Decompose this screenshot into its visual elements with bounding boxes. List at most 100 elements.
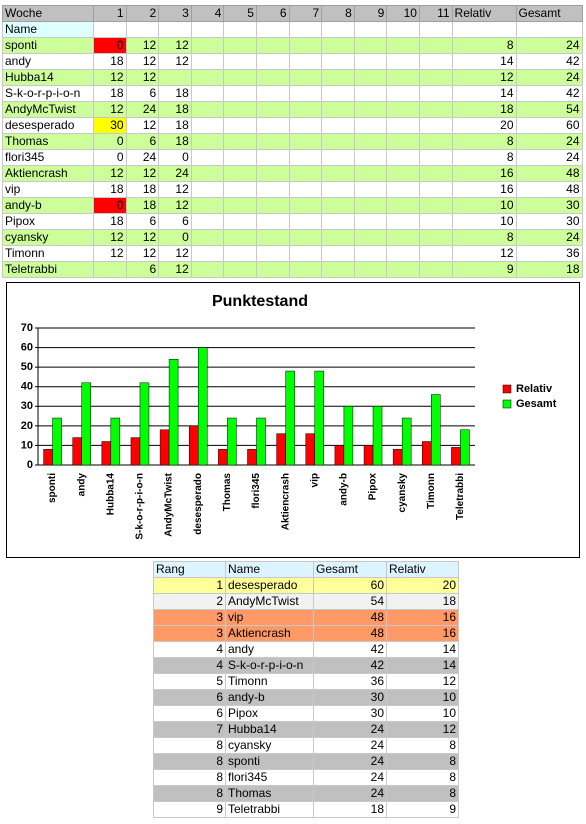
bar	[197, 347, 208, 466]
header-cell: 8	[321, 5, 355, 22]
gesamt-score: 18	[313, 801, 387, 818]
week-score: 12	[125, 69, 160, 86]
week-score: 12	[125, 229, 160, 246]
week-score: 18	[158, 101, 192, 118]
chart: Punktestand 0 10 20 30 40 50 60 70 sponti andy Hub…	[6, 282, 580, 558]
week-score: 12	[125, 165, 160, 182]
header-cell: Rang	[153, 561, 226, 578]
x-tick-label: desesperado	[193, 473, 204, 535]
player-name: andy	[225, 641, 314, 658]
week-score: 12	[158, 197, 192, 214]
x-tick-label: Teletrabbi	[455, 473, 466, 520]
empty-cell	[321, 213, 355, 230]
gesamt-score: 42	[515, 53, 583, 70]
bar	[451, 447, 461, 466]
header-cell: 10	[386, 5, 420, 22]
legend-label: Relativ	[516, 383, 553, 395]
subheader-row: Name	[2, 21, 583, 38]
empty-cell	[386, 21, 420, 38]
week-score: 12	[158, 261, 192, 278]
relativ-score: 8	[386, 753, 459, 770]
relativ-score: 16	[451, 165, 517, 182]
empty-cell	[288, 245, 323, 262]
empty-cell	[255, 133, 290, 150]
empty-cell	[353, 261, 388, 278]
empty-cell	[353, 53, 388, 70]
empty-cell	[418, 165, 453, 182]
week-score: 6	[125, 261, 160, 278]
player-name: Thomas	[225, 785, 314, 802]
bar	[460, 429, 470, 466]
week-score: 6	[125, 213, 160, 230]
empty-cell	[386, 117, 420, 134]
empty-cell	[418, 85, 453, 102]
bar	[372, 406, 383, 466]
empty-cell	[255, 101, 290, 118]
week-score	[158, 69, 192, 86]
empty-cell	[418, 21, 453, 38]
relativ-score: 12	[451, 69, 517, 86]
bar	[72, 437, 82, 466]
gesamt-score: 36	[313, 673, 387, 690]
y-tick-label: 60	[21, 341, 33, 353]
bar	[256, 417, 266, 466]
empty-cell	[515, 21, 583, 38]
empty-cell	[386, 69, 420, 86]
gesamt-score: 24	[515, 133, 583, 150]
gesamt-score: 48	[515, 165, 583, 182]
empty-cell	[288, 229, 323, 246]
bar	[188, 425, 199, 466]
player-row: andy 18 12 12 14 42	[2, 53, 583, 70]
x-tick-label: andy-b	[339, 473, 350, 506]
player-name: vip	[2, 181, 94, 198]
header-row: Rang Name Gesamt Relativ	[153, 561, 459, 578]
x-tick-label: cyansky	[397, 473, 408, 513]
score-table: Woche 1 2 3 4 5 6 7 8 9 10 11 Relativ Gesamt Name spont…	[2, 5, 583, 278]
empty-cell	[386, 165, 420, 182]
empty-cell	[418, 69, 453, 86]
player-name: Teletrabbi	[2, 261, 94, 278]
empty-cell	[353, 85, 388, 102]
empty-cell	[353, 37, 388, 54]
player-name: Pipox	[225, 705, 314, 722]
bar	[168, 359, 179, 466]
rank-row: 8 cyansky 24 8	[153, 737, 459, 754]
empty-cell	[223, 165, 257, 182]
x-tick-label: AndyMcTwist	[164, 472, 175, 536]
gesamt-score: 18	[515, 261, 583, 278]
relativ-score: 12	[386, 721, 459, 738]
empty-cell	[255, 69, 290, 86]
x-tick-label: Aktiencrash	[280, 473, 291, 530]
player-name: Thomas	[2, 133, 94, 150]
week-score: 12	[125, 117, 160, 134]
bar	[305, 433, 316, 466]
empty-cell	[190, 213, 225, 230]
player-name: desesperado	[225, 577, 314, 594]
week-score: 0	[93, 197, 127, 214]
player-name: AndyMcTwist	[225, 593, 314, 610]
empty-cell	[386, 37, 420, 54]
empty-cell	[223, 101, 257, 118]
header-cell: Woche	[2, 5, 94, 22]
relativ-score: 14	[451, 85, 517, 102]
player-name: cyansky	[225, 737, 314, 754]
empty-cell	[321, 21, 355, 38]
header-cell: 9	[353, 5, 388, 22]
y-tick-label: 40	[21, 381, 33, 393]
empty-cell	[321, 69, 355, 86]
empty-cell	[321, 261, 355, 278]
player-row: Thomas 0 6 18 8 24	[2, 133, 583, 150]
bar	[276, 433, 286, 466]
bar	[431, 394, 441, 466]
empty-cell	[190, 69, 225, 86]
y-tick-label: 0	[27, 459, 33, 471]
empty-cell	[321, 229, 355, 246]
week-score: 6	[125, 85, 160, 102]
empty-cell	[418, 133, 453, 150]
x-tick-label: flori345	[251, 473, 262, 509]
y-tick-label: 20	[21, 420, 33, 432]
relativ-score: 9	[386, 801, 459, 818]
relativ-score: 12	[386, 673, 459, 690]
empty-cell	[288, 261, 323, 278]
empty-cell	[255, 117, 290, 134]
